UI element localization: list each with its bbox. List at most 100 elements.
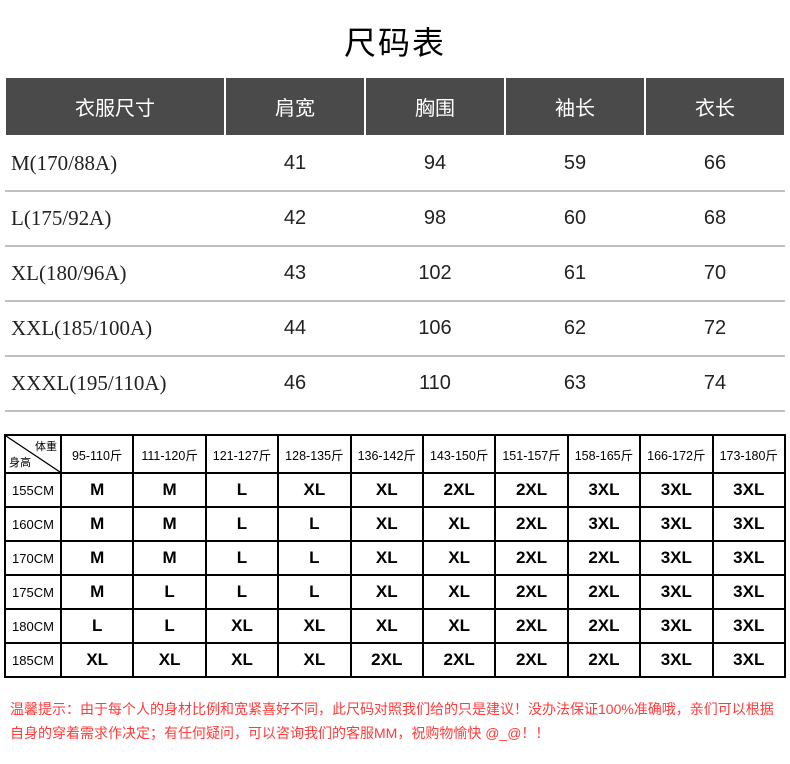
size-table-cell: L(175/92A) xyxy=(5,191,225,246)
size-table-cell: 59 xyxy=(505,136,645,191)
rec-weight-header: 166-172斤 xyxy=(640,435,712,473)
size-table-cell: 46 xyxy=(225,356,365,411)
rec-cell: 3XL xyxy=(713,575,785,609)
rec-cell: XL xyxy=(423,507,495,541)
rec-cell: L xyxy=(278,541,350,575)
size-table-cell: 98 xyxy=(365,191,505,246)
rec-cell: XL xyxy=(351,575,423,609)
rec-row: 160CMMMLLXLXL2XL3XL3XL3XL xyxy=(5,507,785,541)
rec-cell: XL xyxy=(278,643,350,677)
size-table-header: 袖长 xyxy=(505,77,645,136)
rec-height-header: 175CM xyxy=(5,575,61,609)
rec-cell: 2XL xyxy=(423,643,495,677)
rec-corner-cell: 体重 身高 xyxy=(5,435,61,473)
rec-row: 185CMXLXLXLXL2XL2XL2XL2XL3XL3XL xyxy=(5,643,785,677)
size-table-row: M(170/88A)41945966 xyxy=(5,136,785,191)
rec-cell: M xyxy=(61,507,133,541)
rec-cell: 2XL xyxy=(495,541,567,575)
rec-cell: L xyxy=(133,575,205,609)
size-table-header-row: 衣服尺寸 肩宽 胸围 袖长 衣长 xyxy=(5,77,785,136)
rec-weight-header: 95-110斤 xyxy=(61,435,133,473)
rec-cell: L xyxy=(206,473,278,507)
rec-cell: 2XL xyxy=(568,609,640,643)
rec-cell: 2XL xyxy=(495,473,567,507)
rec-cell: 2XL xyxy=(568,643,640,677)
rec-weight-header: 173-180斤 xyxy=(713,435,785,473)
rec-cell: XL xyxy=(206,609,278,643)
rec-cell: XL xyxy=(423,575,495,609)
size-table-cell: XXL(185/100A) xyxy=(5,301,225,356)
rec-cell: 3XL xyxy=(640,541,712,575)
rec-cell: M xyxy=(61,541,133,575)
size-table-cell: XXXL(195/110A) xyxy=(5,356,225,411)
rec-cell: XL xyxy=(206,643,278,677)
rec-height-header: 160CM xyxy=(5,507,61,541)
rec-height-header: 180CM xyxy=(5,609,61,643)
rec-row: 155CMMMLXLXL2XL2XL3XL3XL3XL xyxy=(5,473,785,507)
size-table-cell: 60 xyxy=(505,191,645,246)
size-table-header: 衣服尺寸 xyxy=(5,77,225,136)
size-table-cell: 68 xyxy=(645,191,785,246)
rec-cell: XL xyxy=(278,609,350,643)
rec-cell: XL xyxy=(133,643,205,677)
size-table-cell: 43 xyxy=(225,246,365,301)
page: 尺码表 衣服尺寸 肩宽 胸围 袖长 衣长 M(170/88A)41945966L… xyxy=(0,0,790,764)
rec-weight-header: 151-157斤 xyxy=(495,435,567,473)
rec-cell: M xyxy=(61,473,133,507)
size-table-cell: M(170/88A) xyxy=(5,136,225,191)
size-table-row: L(175/92A)42986068 xyxy=(5,191,785,246)
rec-cell: 2XL xyxy=(495,507,567,541)
page-title: 尺码表 xyxy=(4,18,786,64)
rec-cell: 2XL xyxy=(351,643,423,677)
rec-weight-header: 121-127斤 xyxy=(206,435,278,473)
rec-cell: XL xyxy=(351,507,423,541)
recommendation-table: 体重 身高 95-110斤111-120斤121-127斤128-135斤136… xyxy=(4,434,786,678)
rec-cell: L xyxy=(206,541,278,575)
rec-cell: 2XL xyxy=(495,609,567,643)
size-table-header: 肩宽 xyxy=(225,77,365,136)
rec-cell: XL xyxy=(423,541,495,575)
size-table-row: XXXL(195/110A)461106374 xyxy=(5,356,785,411)
rec-cell: 3XL xyxy=(713,507,785,541)
size-table-cell: 61 xyxy=(505,246,645,301)
rec-cell: 3XL xyxy=(713,609,785,643)
size-table-cell: 110 xyxy=(365,356,505,411)
size-table-header: 胸围 xyxy=(365,77,505,136)
rec-cell: 2XL xyxy=(495,643,567,677)
size-table-cell: 70 xyxy=(645,246,785,301)
size-table-cell: 94 xyxy=(365,136,505,191)
rec-cell: 3XL xyxy=(713,473,785,507)
rec-cell: 2XL xyxy=(495,575,567,609)
size-table-cell: 106 xyxy=(365,301,505,356)
corner-weight-label: 体重 xyxy=(35,438,57,454)
rec-cell: XL xyxy=(351,473,423,507)
size-table-row: XXL(185/100A)441066272 xyxy=(5,301,785,356)
rec-cell: XL xyxy=(351,541,423,575)
size-table-cell: 74 xyxy=(645,356,785,411)
rec-row: 175CMMLLLXLXL2XL2XL3XL3XL xyxy=(5,575,785,609)
rec-cell: M xyxy=(61,575,133,609)
size-table-cell: 66 xyxy=(645,136,785,191)
rec-cell: 3XL xyxy=(640,575,712,609)
rec-cell: XL xyxy=(351,609,423,643)
rec-cell: 2XL xyxy=(423,473,495,507)
rec-cell: L xyxy=(278,507,350,541)
rec-weight-header: 143-150斤 xyxy=(423,435,495,473)
size-table-cell: 63 xyxy=(505,356,645,411)
rec-cell: XL xyxy=(61,643,133,677)
rec-cell: M xyxy=(133,507,205,541)
rec-cell: 3XL xyxy=(640,507,712,541)
rec-cell: 3XL xyxy=(640,643,712,677)
rec-cell: 3XL xyxy=(568,473,640,507)
rec-cell: 3XL xyxy=(568,507,640,541)
rec-row: 180CMLLXLXLXLXL2XL2XL3XL3XL xyxy=(5,609,785,643)
rec-cell: L xyxy=(133,609,205,643)
size-table-cell: 72 xyxy=(645,301,785,356)
size-table-cell: 44 xyxy=(225,301,365,356)
rec-weight-header: 111-120斤 xyxy=(133,435,205,473)
corner-height-label: 身高 xyxy=(9,454,31,470)
rec-cell: 3XL xyxy=(713,643,785,677)
rec-height-header: 185CM xyxy=(5,643,61,677)
size-table-cell: XL(180/96A) xyxy=(5,246,225,301)
rec-cell: 3XL xyxy=(640,609,712,643)
